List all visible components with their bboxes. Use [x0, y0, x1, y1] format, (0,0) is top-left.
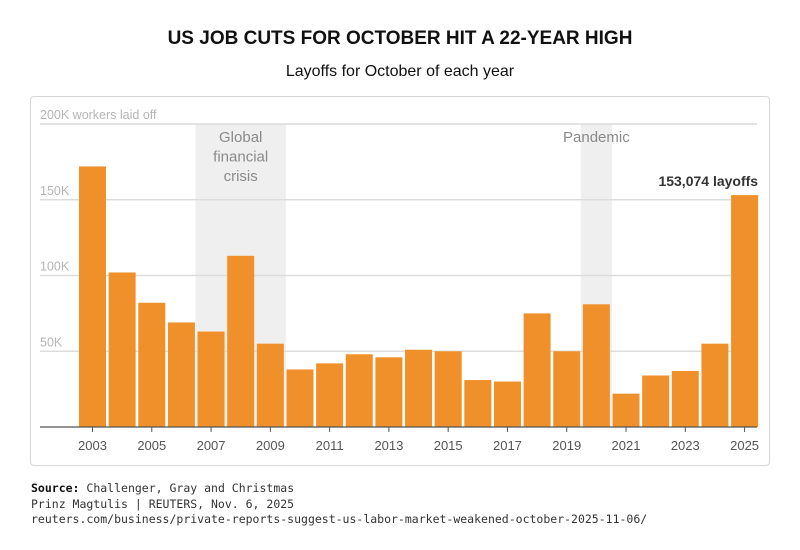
bar-2012: [345, 354, 373, 427]
x-tick-label: 2015: [434, 438, 463, 453]
y-tick-label: 200K workers laid off: [40, 108, 157, 122]
chart-title: US JOB CUTS FOR OCTOBER HIT A 22-YEAR HI…: [167, 28, 633, 49]
source-url: reuters.com/business/private-reports-sug…: [31, 512, 648, 526]
bar-2015: [434, 351, 462, 427]
bar-2006: [167, 322, 195, 427]
y-tick-label: 50K: [40, 335, 63, 349]
shaded-period-label: Pandemic: [563, 129, 630, 146]
x-tick-label: 2005: [137, 438, 166, 453]
bar-2024: [701, 343, 729, 427]
chart-subtitle: Layoffs for October of each year: [285, 63, 515, 80]
bar-2007: [197, 331, 225, 427]
bar-2016: [464, 380, 492, 427]
shaded-period-label: financial: [213, 149, 268, 166]
bar-2023: [671, 370, 699, 427]
bar-2021: [612, 393, 640, 427]
bar-2017: [493, 381, 521, 427]
x-tick-label: 2003: [78, 438, 107, 453]
bar-2019: [553, 351, 581, 427]
footer: Source: Challenger, Gray and Christmas P…: [31, 481, 647, 528]
bar-2018: [523, 313, 551, 427]
bar-2022: [642, 375, 670, 427]
x-tick-label: 2025: [730, 438, 759, 453]
source-label: Source:: [31, 481, 80, 495]
x-tick-label: 2013: [374, 438, 403, 453]
data-label-2025: 153,074 layoffs: [658, 173, 758, 189]
bar-2013: [375, 357, 403, 427]
x-tick-label: 2009: [256, 438, 285, 453]
bar-2004: [108, 272, 136, 427]
bar-2020: [582, 304, 610, 427]
y-tick-label: 150K: [40, 184, 70, 198]
bar-2003: [79, 166, 106, 428]
bar-2014: [405, 349, 433, 427]
source-text: Challenger, Gray and Christmas: [86, 481, 295, 495]
x-tick-label: 2021: [612, 438, 641, 453]
chart-frame: [30, 96, 770, 466]
bar-2010: [286, 369, 314, 427]
credit-text: Prinz Magtulis | REUTERS, Nov. 6, 2025: [31, 496, 295, 511]
x-tick-label: 2007: [197, 438, 226, 453]
bar-2008: [227, 255, 255, 427]
x-tick-label: 2017: [493, 438, 522, 453]
bar-2009: [256, 343, 284, 427]
x-tick-label: 2011: [316, 438, 344, 453]
bar-2025: [731, 195, 759, 427]
bar-2005: [138, 302, 166, 427]
y-tick-label: 100K: [40, 260, 70, 274]
x-tick-label: 2023: [671, 438, 700, 453]
shaded-period-label: Global: [219, 129, 262, 146]
shaded-period-label: crisis: [224, 168, 258, 185]
bar-2011: [316, 363, 344, 427]
x-tick-label: 2019: [552, 438, 581, 453]
